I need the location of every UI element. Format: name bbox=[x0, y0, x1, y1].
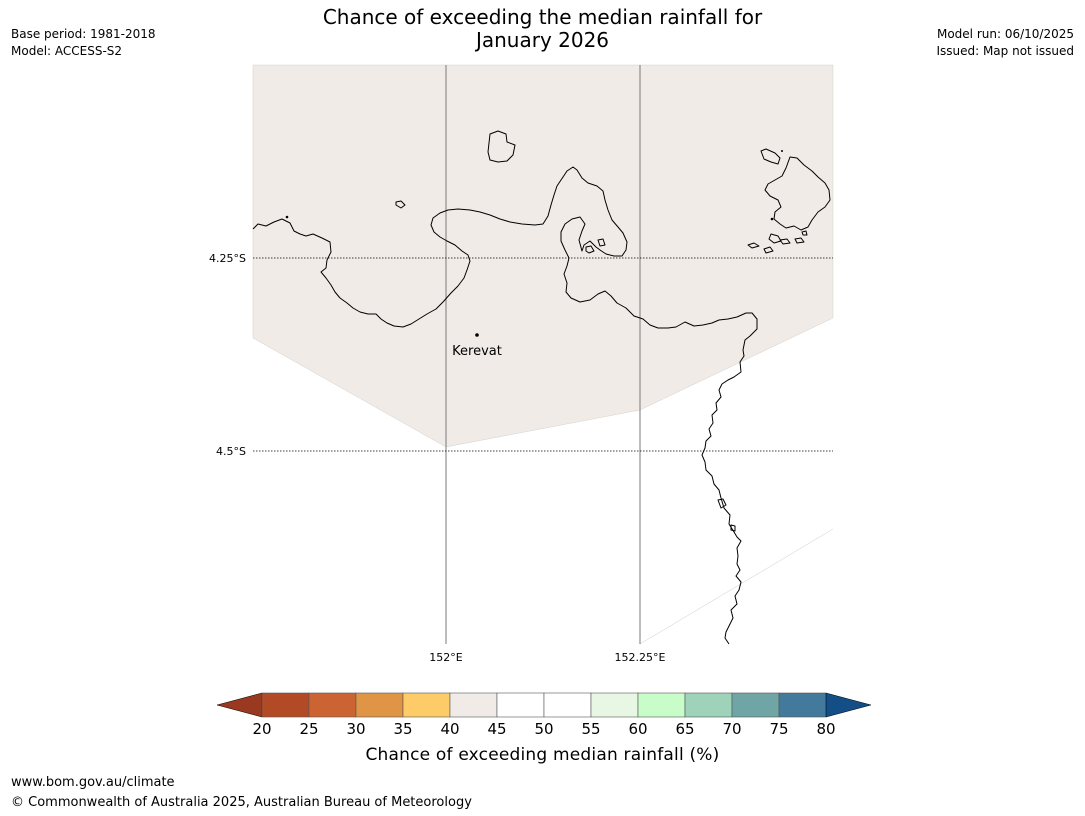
colorbar-box bbox=[449, 692, 498, 718]
colorbar-box bbox=[543, 692, 592, 718]
base-period-text: Base period: 1981-2018 bbox=[11, 27, 156, 41]
island-coastline bbox=[794, 237, 805, 244]
model-text: Model: ACCESS-S2 bbox=[11, 44, 123, 58]
colorbar-box bbox=[402, 692, 451, 718]
colorbar-over-arrow bbox=[825, 692, 872, 718]
colorbar-box bbox=[496, 692, 545, 718]
colorbar-label: Chance of exceeding median rainfall (%) bbox=[365, 745, 720, 765]
footer-copyright: © Commonwealth of Australia 2025, Austra… bbox=[11, 795, 472, 810]
colorbar-tick-label: 20 bbox=[252, 720, 271, 738]
island-coastline bbox=[717, 498, 727, 509]
lat-tick-label: 4.5°S bbox=[216, 445, 246, 458]
colorbar-tick-label: 35 bbox=[393, 720, 412, 738]
island-coastline bbox=[730, 524, 736, 532]
issued-text: Issued: Map not issued bbox=[936, 44, 1074, 58]
island-dot bbox=[770, 217, 774, 221]
colorbar-box bbox=[637, 692, 686, 718]
island-coastline bbox=[747, 242, 760, 249]
meta-left: Base period: 1981-2018 Model: ACCESS-S2 bbox=[11, 26, 156, 60]
coastline bbox=[252, 166, 758, 645]
model-run-text: Model run: 06/10/2025 bbox=[936, 27, 1074, 41]
colorbar-box bbox=[355, 692, 404, 718]
meta-right: Model run: 06/10/2025 Issued: Map not is… bbox=[936, 26, 1074, 60]
colorbar-tick-label: 60 bbox=[628, 720, 647, 738]
colorbar-box bbox=[308, 692, 357, 718]
island-coastline bbox=[585, 245, 595, 254]
colorbar-tick-label: 70 bbox=[722, 720, 741, 738]
colorbar-tick-label: 55 bbox=[581, 720, 600, 738]
kerevat-marker bbox=[475, 333, 479, 337]
island-coastline bbox=[779, 238, 791, 245]
colorbar-box bbox=[731, 692, 780, 718]
colorbar-box bbox=[261, 692, 310, 718]
title-line-1: Chance of exceeding the median rainfall … bbox=[322, 5, 763, 29]
colorbar-boxes bbox=[216, 692, 872, 718]
colorbar-tick-label: 40 bbox=[440, 720, 459, 738]
colorbar-tick-label: 25 bbox=[299, 720, 318, 738]
island-coastline bbox=[597, 238, 606, 247]
colorbar-ticks: 20 25 30 35 40 45 50 55 60 65 70 75 80 bbox=[252, 720, 835, 738]
map-title: Chance of exceeding the median rainfall … bbox=[0, 6, 1085, 52]
colorbar-box bbox=[590, 692, 639, 718]
island-coastline bbox=[395, 200, 406, 209]
colorbar-tick-label: 80 bbox=[816, 720, 835, 738]
island-dot bbox=[781, 150, 783, 152]
island-coastline bbox=[801, 230, 808, 236]
island-dot bbox=[285, 215, 289, 219]
lon-tick-label: 152.25°E bbox=[615, 651, 666, 664]
place-label-kerevat: Kerevat bbox=[452, 344, 502, 359]
colorbar-tick-label: 75 bbox=[769, 720, 788, 738]
forecast-fill-region bbox=[252, 64, 834, 448]
island-coastline bbox=[768, 233, 782, 244]
lon-tick-label: 152°E bbox=[429, 651, 462, 664]
colorbar: 20 25 30 35 40 45 50 55 60 65 70 75 80 bbox=[216, 692, 872, 738]
island-coastline bbox=[763, 246, 774, 254]
footer-url: www.bom.gov.au/climate bbox=[11, 775, 175, 790]
lat-tick-label: 4.25°S bbox=[209, 252, 246, 265]
colorbar-box bbox=[778, 692, 827, 718]
colorbar-tick-label: 45 bbox=[487, 720, 506, 738]
coastline bbox=[764, 156, 831, 231]
title-line-2: January 2026 bbox=[475, 28, 610, 52]
grid-edge-line bbox=[639, 528, 834, 645]
colorbar-box bbox=[684, 692, 733, 718]
colorbar-tick-label: 65 bbox=[675, 720, 694, 738]
colorbar-tick-label: 50 bbox=[534, 720, 553, 738]
colorbar-under-arrow bbox=[216, 692, 263, 718]
colorbar-tick-label: 30 bbox=[346, 720, 365, 738]
coastline bbox=[760, 148, 781, 165]
map[interactable]: Kerevat 4.25°S 4.5°S 152°E 152.25°E bbox=[0, 0, 1085, 680]
island-coastline bbox=[487, 130, 516, 163]
